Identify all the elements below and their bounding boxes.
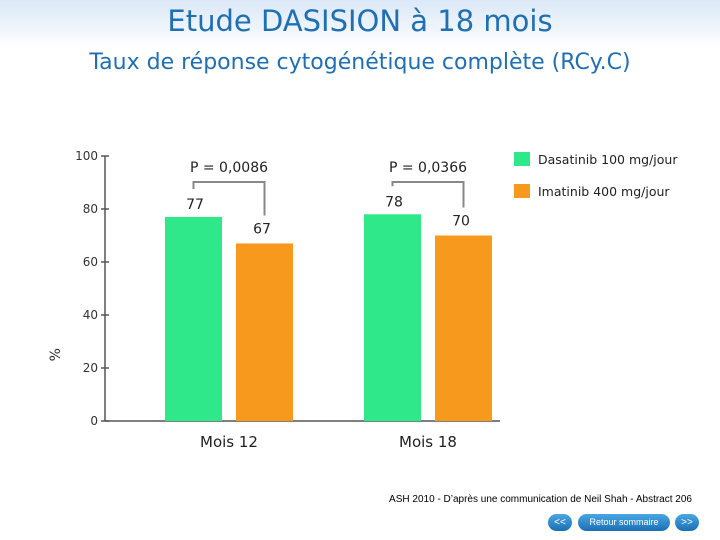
data-label: 67 <box>253 221 271 237</box>
source-footnote: ASH 2010 - D’après une communication de … <box>389 494 692 505</box>
bar-imatinib-mois12 <box>236 243 293 421</box>
data-label: 77 <box>186 197 204 213</box>
x-tick-label: Mois 18 <box>399 433 457 451</box>
back-to-summary-button[interactable]: Retour sommaire <box>578 514 670 531</box>
bar-dasatinib-mois18 <box>364 214 421 421</box>
significance-bracket <box>192 181 266 216</box>
legend-label: Imatinib 400 mg/jour <box>538 184 670 199</box>
y-tick-label: 20 <box>83 361 98 375</box>
y-tick-label: 40 <box>83 308 98 322</box>
data-label: 70 <box>452 214 470 230</box>
y-tick-label: 0 <box>90 414 98 428</box>
p-value-annotation: P = 0,0366 <box>389 160 467 176</box>
legend-label: Dasatinib 100 mg/jour <box>538 152 678 167</box>
p-value-annotation: P = 0,0086 <box>190 160 268 176</box>
y-tick-label: 100 <box>75 149 98 163</box>
bar-imatinib-mois18 <box>435 235 492 421</box>
significance-bracket <box>391 181 465 208</box>
y-tick-label: 60 <box>83 255 98 269</box>
legend-swatch <box>514 184 530 198</box>
next-button[interactable]: >> <box>675 514 699 531</box>
y-axis-title: % <box>48 348 64 361</box>
legend-swatch <box>514 152 530 166</box>
previous-button[interactable]: << <box>548 514 572 531</box>
slide-subtitle: Taux de réponse cytogénétique complète (… <box>89 50 631 75</box>
x-tick-label: Mois 12 <box>200 433 258 451</box>
y-tick-label: 80 <box>83 202 98 216</box>
header-band <box>0 0 720 46</box>
data-label: 78 <box>385 194 403 210</box>
bar-dasatinib-mois12 <box>165 216 222 421</box>
slide-title: Etude DASISION à 18 mois <box>167 4 553 38</box>
